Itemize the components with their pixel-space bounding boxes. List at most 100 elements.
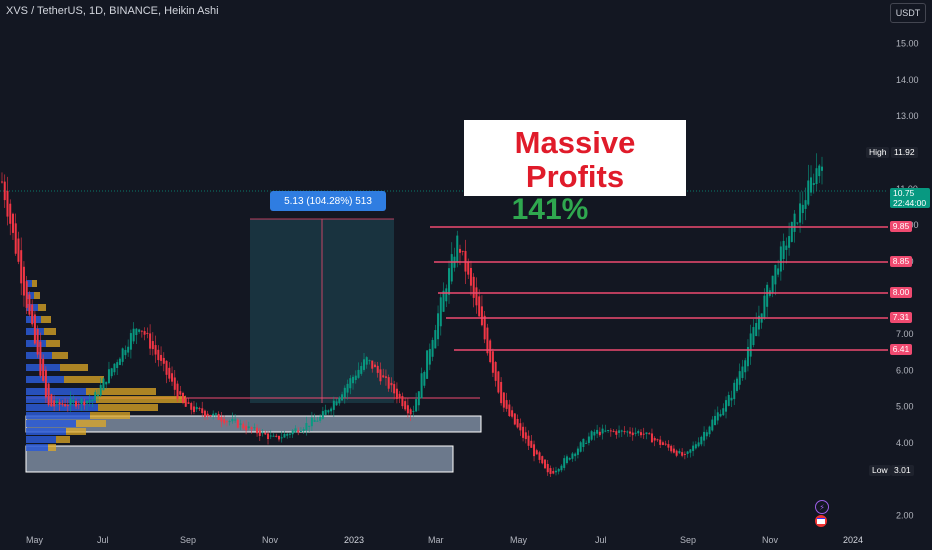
candle-body <box>527 435 530 446</box>
candle-body <box>107 369 110 384</box>
volume-profile-bar <box>90 412 130 419</box>
volume-profile-bar <box>26 388 86 395</box>
candle-body <box>206 413 209 417</box>
candle-body <box>327 410 330 413</box>
candle-body <box>491 351 494 373</box>
candle-body <box>228 421 231 423</box>
candle-body <box>412 410 415 412</box>
lightning-icon[interactable]: ⚡ <box>815 500 829 514</box>
candle-body <box>247 426 250 429</box>
volume-profile-bar <box>26 444 48 451</box>
candle-body <box>297 430 300 433</box>
time-axis[interactable]: May Jul Sep Nov 2023 Mar May Jul Sep Nov 2024 <box>26 535 863 545</box>
candle-body <box>209 414 212 417</box>
candle-body <box>746 346 749 367</box>
candle-body <box>50 394 53 407</box>
candle-body <box>456 235 459 263</box>
candle-body <box>598 431 601 436</box>
candle-body <box>612 430 615 432</box>
candle-body <box>341 394 344 401</box>
candle-body <box>354 375 357 381</box>
currency-button[interactable]: USDT <box>890 3 926 23</box>
candle-body <box>267 433 270 440</box>
candle-body <box>439 297 442 327</box>
candle-body <box>574 453 577 457</box>
candle-body <box>195 406 198 410</box>
candle-body <box>321 411 324 419</box>
candle-body <box>264 432 267 435</box>
candle-body <box>722 408 725 416</box>
candle-body <box>708 426 711 435</box>
candle-body <box>541 456 544 464</box>
candle-body <box>387 377 390 389</box>
candle-body <box>275 435 278 437</box>
candle-body <box>779 246 782 272</box>
candle-body <box>409 409 412 415</box>
volume-profile-bar <box>32 280 37 287</box>
candle-body <box>198 408 201 410</box>
candle-body <box>733 382 736 400</box>
candle-body <box>629 431 632 434</box>
candle-body <box>664 443 667 445</box>
candle-body <box>176 383 179 399</box>
candle-body <box>752 327 755 346</box>
candle-body <box>338 397 341 404</box>
candle-body <box>749 333 752 357</box>
candle-body <box>461 250 464 252</box>
candle-body <box>549 468 552 474</box>
candle-body <box>415 399 418 412</box>
candle-body <box>508 404 511 417</box>
time-tick-label: Jul <box>97 535 109 545</box>
candle-body <box>730 397 733 401</box>
support-zone-lower <box>25 445 454 473</box>
candle-body <box>379 369 382 382</box>
candle-body <box>299 431 302 433</box>
candle-body <box>467 261 470 275</box>
candle-body <box>790 221 793 242</box>
annotation-subtitle: 141% <box>511 193 589 226</box>
candle-body <box>217 413 220 420</box>
candle-body <box>99 384 102 396</box>
volume-profile-bar <box>60 364 88 371</box>
candle-body <box>349 378 352 389</box>
last-price-tag: 10.75 22:44:00 <box>890 188 930 208</box>
volume-profile-bar <box>76 420 106 427</box>
price-tick-label: 2.00 <box>896 510 914 520</box>
candle-body <box>58 402 61 405</box>
candle-body <box>118 358 121 366</box>
candle-body <box>475 287 478 306</box>
candle-body <box>146 332 149 334</box>
candle-body <box>675 450 678 456</box>
candle-body <box>590 431 593 440</box>
low-value: 3.01 <box>891 465 914 476</box>
candle-body <box>727 394 730 406</box>
candle-body <box>472 276 475 298</box>
candle-body <box>256 427 259 434</box>
candle-body <box>272 435 275 437</box>
candle-body <box>245 425 248 431</box>
candle-body <box>305 422 308 431</box>
us-flag-event-icon[interactable] <box>815 515 827 527</box>
candle-body <box>20 250 23 284</box>
price-axis[interactable]: 15.0014.0013.0011.0010.009.007.006.005.0… <box>896 39 919 521</box>
candle-body <box>360 366 363 374</box>
price-tick-label: 4.00 <box>896 438 914 448</box>
candle-body <box>601 428 604 434</box>
candle-body <box>755 323 758 337</box>
volume-profile-bar <box>26 436 56 443</box>
candle-body <box>437 313 440 340</box>
candle-body <box>607 429 610 431</box>
candle-body <box>815 168 818 185</box>
candle-body <box>741 366 744 378</box>
candle-body <box>744 360 747 373</box>
candle-body <box>173 377 176 390</box>
candle-body <box>656 439 659 441</box>
candle-body <box>538 452 541 460</box>
level-tag-8-00: 8.00 <box>890 287 912 298</box>
candle-body <box>368 360 371 362</box>
candle-body <box>623 431 626 433</box>
candle-body <box>91 399 94 402</box>
candle-body <box>821 166 823 171</box>
candle-body <box>286 433 289 436</box>
